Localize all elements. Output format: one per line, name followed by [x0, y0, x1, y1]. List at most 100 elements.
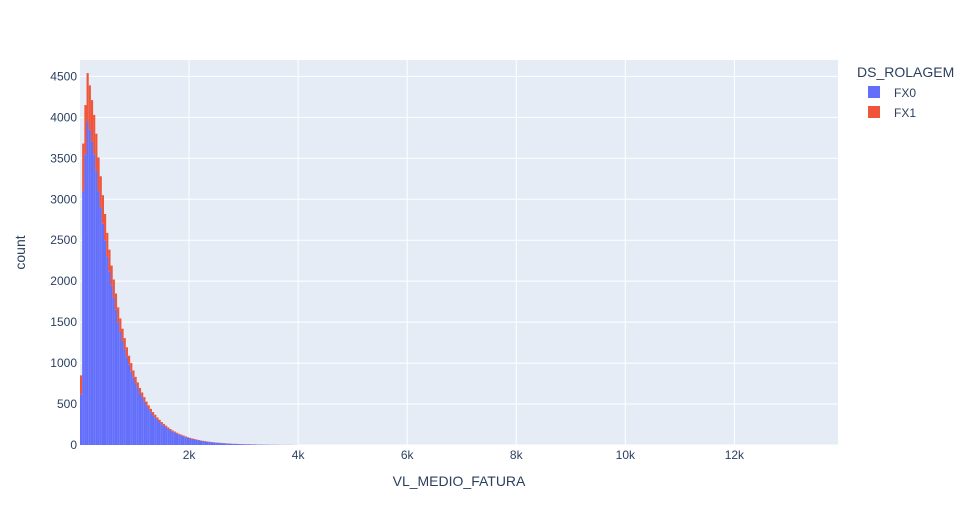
- bar-fx1[interactable]: [149, 408, 152, 413]
- bar-fx0[interactable]: [215, 442, 218, 445]
- bar-fx1[interactable]: [130, 363, 133, 372]
- bar-fx0[interactable]: [82, 191, 85, 445]
- bar-fx0[interactable]: [90, 141, 94, 445]
- bar-fx0[interactable]: [189, 438, 192, 445]
- bar-fx0[interactable]: [173, 432, 176, 445]
- bar-fx0[interactable]: [106, 256, 109, 445]
- bar-fx1[interactable]: [82, 143, 85, 192]
- bar-fx0[interactable]: [130, 371, 133, 445]
- bar-fx0[interactable]: [226, 443, 229, 445]
- bar-fx0[interactable]: [195, 440, 198, 445]
- bar-fx0[interactable]: [132, 377, 135, 445]
- bar-fx0[interactable]: [145, 405, 148, 445]
- bar-fx0[interactable]: [191, 439, 194, 445]
- bar-fx0[interactable]: [186, 437, 190, 445]
- legend-item-fx1[interactable]: FX1: [868, 106, 916, 120]
- bar-fx1[interactable]: [127, 355, 131, 365]
- bar-fx1[interactable]: [99, 176, 102, 208]
- bar-fx1[interactable]: [84, 105, 87, 155]
- bar-fx0[interactable]: [147, 408, 150, 445]
- bar-fx0[interactable]: [239, 444, 242, 445]
- bar-fx0[interactable]: [119, 331, 122, 445]
- bar-fx0[interactable]: [134, 383, 137, 445]
- bar-fx0[interactable]: [210, 442, 214, 445]
- bar-fx1[interactable]: [184, 436, 187, 438]
- bar-fx0[interactable]: [121, 340, 124, 445]
- bar-fx1[interactable]: [171, 430, 174, 432]
- bar-fx1[interactable]: [103, 214, 107, 241]
- bar-fx1[interactable]: [125, 347, 128, 358]
- bar-fx0[interactable]: [80, 394, 83, 445]
- bar-fx1[interactable]: [136, 382, 139, 389]
- bar-fx1[interactable]: [162, 423, 166, 426]
- bar-fx1[interactable]: [186, 437, 190, 438]
- bar-fx0[interactable]: [199, 440, 203, 445]
- bar-fx0[interactable]: [228, 443, 231, 445]
- bar-fx0[interactable]: [127, 364, 131, 445]
- bar-fx0[interactable]: [162, 425, 166, 445]
- bar-fx1[interactable]: [123, 338, 126, 350]
- bar-fx0[interactable]: [234, 443, 238, 445]
- bar-fx0[interactable]: [213, 442, 216, 445]
- bar-fx1[interactable]: [178, 433, 181, 435]
- bar-fx0[interactable]: [219, 443, 222, 445]
- bar-fx0[interactable]: [160, 424, 163, 445]
- bar-fx0[interactable]: [221, 443, 224, 445]
- bar-fx1[interactable]: [169, 429, 172, 431]
- bar-fx1[interactable]: [141, 392, 144, 398]
- bar-fx1[interactable]: [182, 435, 185, 437]
- bar-fx1[interactable]: [121, 328, 124, 341]
- bar-fx1[interactable]: [151, 412, 155, 416]
- bar-fx0[interactable]: [138, 393, 142, 445]
- bar-fx0[interactable]: [241, 444, 244, 445]
- bar-fx1[interactable]: [132, 370, 135, 378]
- bar-fx0[interactable]: [193, 439, 196, 445]
- bar-fx0[interactable]: [178, 434, 181, 445]
- bar-fx0[interactable]: [103, 240, 107, 445]
- bar-fx0[interactable]: [250, 444, 253, 445]
- bar-fx1[interactable]: [90, 100, 94, 142]
- bar-fx1[interactable]: [114, 293, 118, 310]
- bar-fx0[interactable]: [84, 154, 87, 445]
- legend-item-fx0[interactable]: FX0: [868, 86, 916, 100]
- bar-fx1[interactable]: [167, 427, 170, 430]
- bar-fx1[interactable]: [117, 307, 120, 323]
- bar-fx0[interactable]: [110, 285, 113, 445]
- bar-fx0[interactable]: [114, 309, 118, 445]
- bar-fx0[interactable]: [165, 427, 168, 445]
- bar-fx0[interactable]: [230, 443, 233, 445]
- bar-fx0[interactable]: [95, 170, 98, 445]
- legend-swatch-fx0[interactable]: [868, 86, 880, 98]
- bar-fx1[interactable]: [138, 387, 142, 394]
- bar-fx1[interactable]: [86, 73, 89, 122]
- legend-label-fx1[interactable]: FX1: [894, 106, 916, 120]
- bar-fx0[interactable]: [125, 357, 128, 445]
- bar-fx0[interactable]: [154, 417, 157, 445]
- bar-fx0[interactable]: [245, 444, 248, 445]
- bar-fx0[interactable]: [108, 271, 111, 445]
- bar-fx1[interactable]: [88, 85, 91, 130]
- bar-fx1[interactable]: [191, 438, 194, 440]
- bar-fx0[interactable]: [117, 322, 120, 445]
- bar-fx1[interactable]: [143, 397, 146, 402]
- bar-fx0[interactable]: [151, 415, 155, 445]
- bar-fx0[interactable]: [180, 435, 183, 445]
- bar-fx1[interactable]: [165, 425, 168, 428]
- bar-fx0[interactable]: [86, 121, 89, 446]
- bar-fx1[interactable]: [156, 417, 159, 421]
- bar-fx0[interactable]: [99, 207, 102, 445]
- legend-label-fx0[interactable]: FX0: [894, 86, 916, 100]
- bar-fx1[interactable]: [147, 405, 150, 409]
- bar-fx1[interactable]: [101, 195, 104, 224]
- bar-fx0[interactable]: [237, 444, 240, 445]
- bar-fx1[interactable]: [95, 133, 98, 171]
- bar-fx0[interactable]: [141, 397, 144, 445]
- bar-fx1[interactable]: [93, 114, 96, 155]
- bar-fx0[interactable]: [206, 441, 209, 445]
- bar-fx0[interactable]: [243, 444, 246, 445]
- bar-fx0[interactable]: [171, 431, 174, 445]
- bar-fx0[interactable]: [156, 420, 159, 445]
- bar-fx1[interactable]: [110, 265, 113, 286]
- bar-fx0[interactable]: [197, 440, 200, 445]
- bar-fx1[interactable]: [80, 375, 83, 395]
